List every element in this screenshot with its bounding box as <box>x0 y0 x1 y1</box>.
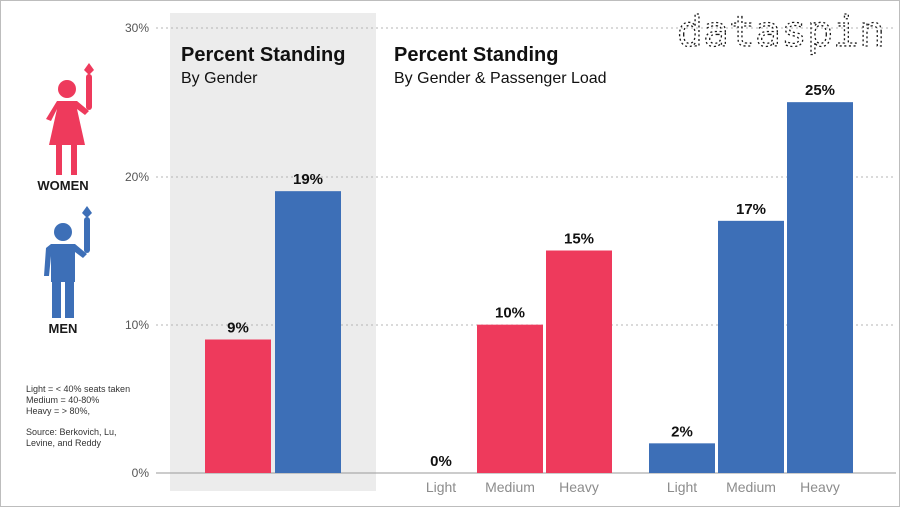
load-panel-title: Percent Standing <box>394 44 558 66</box>
women-label: WOMEN <box>37 178 88 193</box>
source-line-2: Levine, and Reddy <box>26 438 102 448</box>
bar-men-medium-label: 17% <box>736 201 766 218</box>
y-tick-label: 10% <box>125 318 149 332</box>
bar-women-heavy-label: 15% <box>564 231 594 248</box>
gender-panel-background <box>170 13 376 491</box>
x-category-label: Light <box>667 479 697 495</box>
men-label: MEN <box>49 321 78 336</box>
woman-standing-icon <box>46 63 94 175</box>
note-medium: Medium = 40-80% <box>26 395 100 405</box>
y-tick-label: 20% <box>125 170 149 184</box>
brand-logo: dataspin <box>677 7 885 56</box>
bar-men <box>275 191 341 473</box>
bars-layer: 9% 19% 0% Light 10% Medium 15% Heavy 2% Light 17% M… <box>205 82 853 495</box>
x-category-label: Heavy <box>559 479 599 495</box>
y-tick-label: 0% <box>132 466 150 480</box>
x-category-label: Medium <box>485 479 535 495</box>
source-line-1: Source: Berkovich, Lu, <box>26 427 117 437</box>
bar-men-medium <box>718 220 784 473</box>
bar-women-heavy <box>546 250 612 473</box>
bar-men-heavy-label: 25% <box>805 82 835 99</box>
y-tick-label: 30% <box>125 21 149 35</box>
gender-panel-title: Percent Standing <box>181 44 345 66</box>
bar-women-medium <box>477 324 543 473</box>
x-category-label: Heavy <box>800 479 840 495</box>
notes-spacer <box>26 417 176 427</box>
note-light: Light = < 40% seats taken <box>26 384 131 394</box>
bar-women-label: 9% <box>227 320 249 337</box>
note-heavy: Heavy = > 80%, <box>26 406 91 416</box>
bar-men-heavy <box>787 102 853 474</box>
x-category-label: Light <box>426 479 456 495</box>
x-category-label: Medium <box>726 479 776 495</box>
man-standing-icon <box>44 206 92 318</box>
load-panel-subtitle: By Gender & Passenger Load <box>394 70 607 87</box>
bar-women-medium-label: 10% <box>495 305 525 322</box>
bar-women <box>205 339 271 473</box>
bar-men-label: 19% <box>293 171 323 188</box>
bar-women-light-label: 0% <box>430 453 452 470</box>
notes-block: Light = < 40% seats taken Medium = 40-80… <box>26 384 176 449</box>
gender-panel-subtitle: By Gender <box>181 70 258 87</box>
bar-men-light <box>649 443 715 473</box>
bar-men-light-label: 2% <box>671 423 693 440</box>
